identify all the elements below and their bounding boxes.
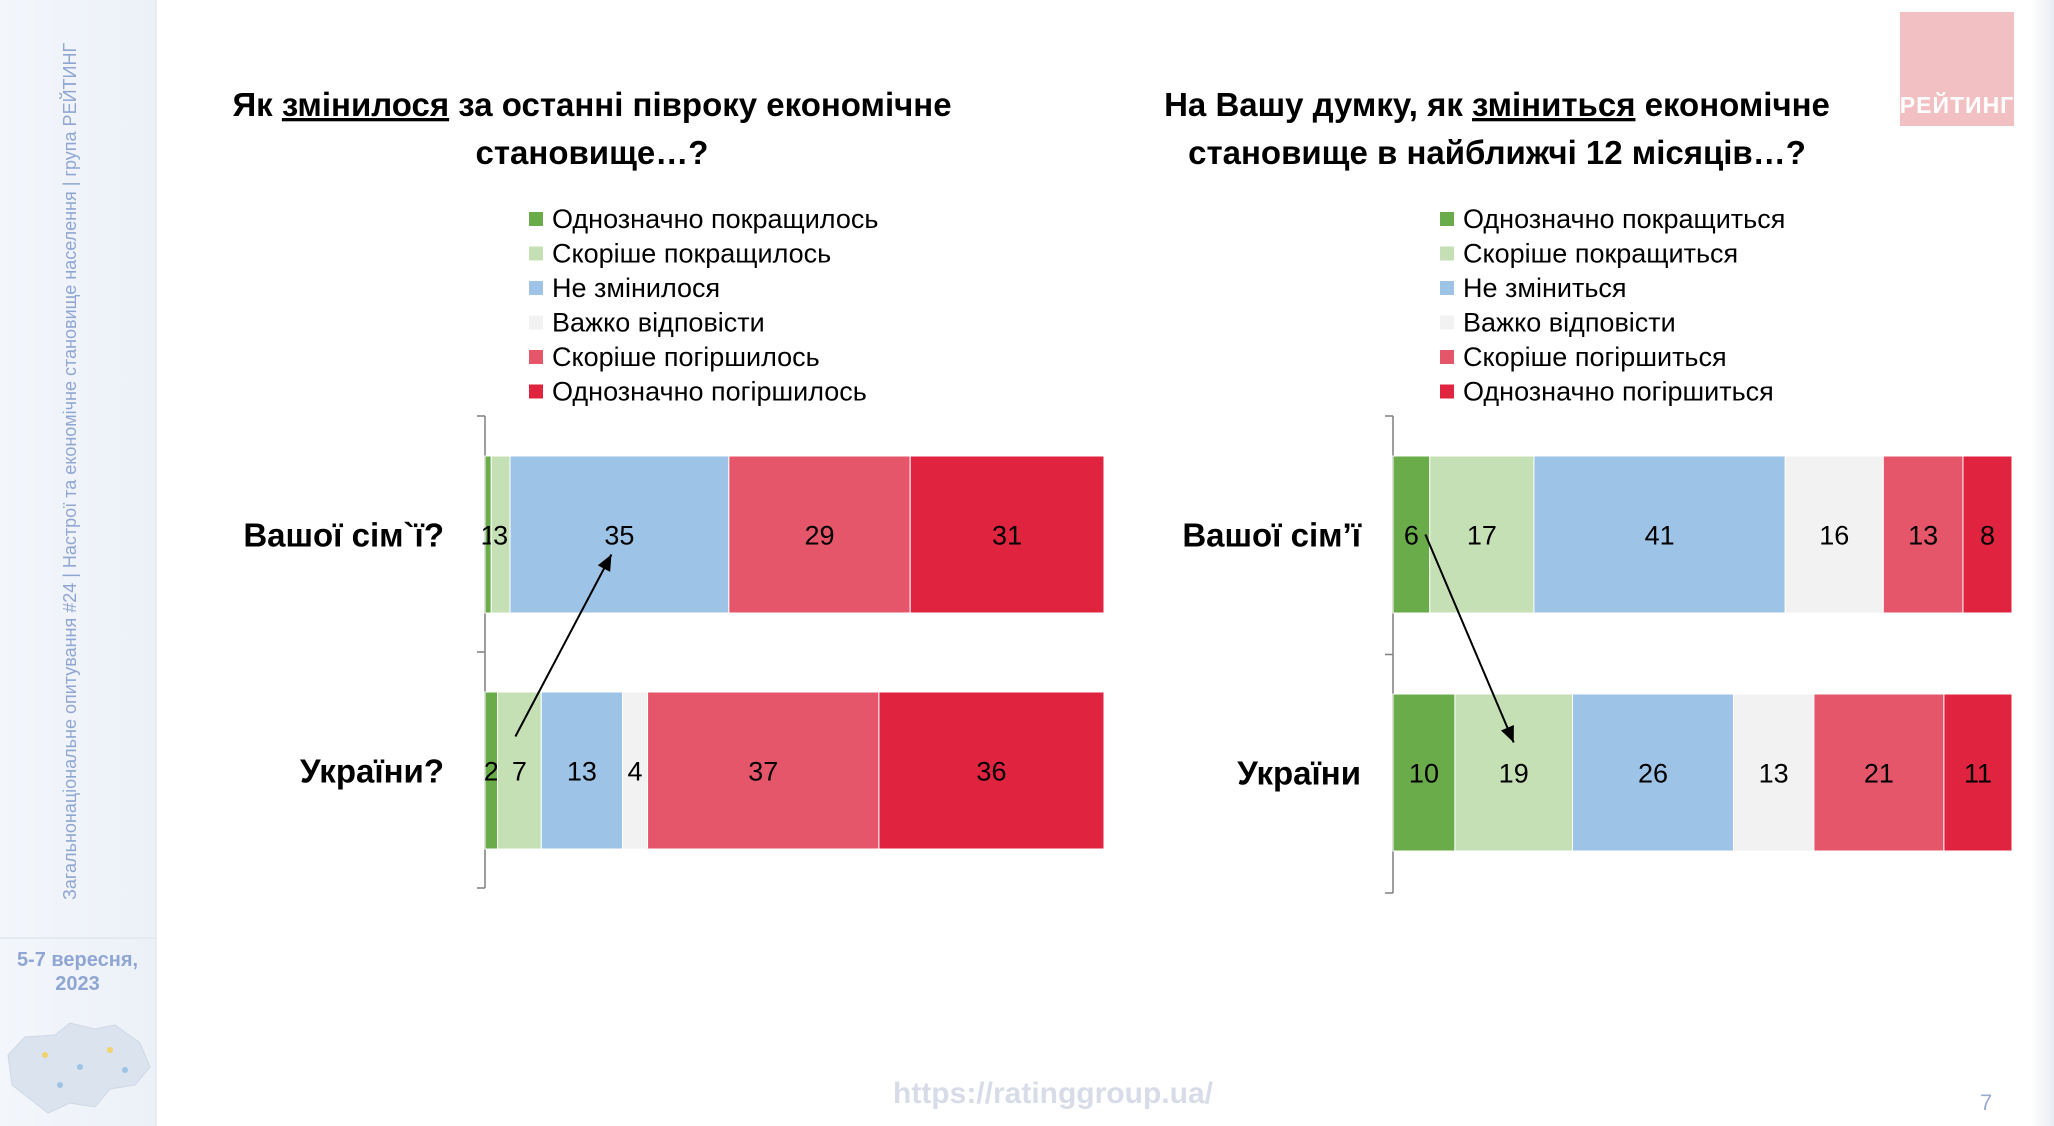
data-label-1-2: 26 <box>1638 759 1668 789</box>
chart-title-line1: На Вашу думку, як зміниться економічне <box>1164 86 1830 123</box>
chart-title-part-2: економічне <box>1635 86 1829 123</box>
bar-segment-0-4 <box>728 455 911 614</box>
rating-logo: РЕЙТИНГ <box>1900 12 2014 126</box>
bar-segment-0-5 <box>909 455 1105 614</box>
category-label-0: Вашої сім`ї? <box>243 517 444 554</box>
legend-swatch-2 <box>1440 281 1454 295</box>
sidebar: Загальнонаціональне опитування #24 | Нас… <box>0 0 157 1126</box>
data-label-1-0: 2 <box>484 757 499 787</box>
category-label-0: Вашої сім’ї <box>1182 517 1361 554</box>
data-label-1-3: 4 <box>628 757 643 787</box>
legend-swatch-4 <box>529 350 543 364</box>
bar-segment-1-3 <box>622 691 649 850</box>
legend-label-2: Не змінилося <box>552 273 720 303</box>
chart-title-part-0: На Вашу думку, як <box>1164 86 1472 123</box>
legend-label-0: Однозначно покращилось <box>552 204 878 234</box>
data-label-1-4: 21 <box>1864 759 1894 789</box>
chart-title-part-2: за останні півроку економічне <box>449 86 951 123</box>
legend-swatch-0 <box>529 212 543 226</box>
annotation-arrow-head <box>597 554 612 572</box>
bar-segment-0-0 <box>1392 455 1431 614</box>
bar-segment-0-3 <box>1784 455 1884 614</box>
sidebar-divider <box>0 937 155 939</box>
legend-swatch-3 <box>1440 315 1454 330</box>
legend-label-0: Однозначно покращиться <box>1463 204 1785 234</box>
bar-segment-1-5 <box>878 691 1105 850</box>
page-number: 7 <box>1980 1090 1993 1115</box>
category-label-1: України <box>1237 755 1361 792</box>
annotation-arrow-head <box>1501 725 1514 743</box>
legend-label-3: Важко відповісти <box>1463 308 1676 338</box>
chart-title-line1: Як змінилося за останні півроку економіч… <box>232 86 951 123</box>
bar-segment-1-4 <box>1813 693 1945 852</box>
legend-label-4: Скоріше погіршиться <box>1463 342 1727 372</box>
data-label-0-4: 13 <box>1908 521 1938 551</box>
data-label-1-2: 13 <box>567 757 597 787</box>
legend-label-5: Однозначно погіршиться <box>1463 377 1774 407</box>
data-label-0-1: 17 <box>1467 521 1497 551</box>
bar-segment-0-2 <box>1533 455 1786 614</box>
chart-title-part-1: зміниться <box>1472 86 1635 123</box>
legend-swatch-5 <box>529 384 543 399</box>
bar-segment-0-2 <box>509 455 730 614</box>
bar-segment-1-5 <box>1943 693 2013 852</box>
annotation-arrow-line <box>514 554 613 737</box>
chart-title-part-1: змінилося <box>282 86 449 123</box>
data-label-1-3: 13 <box>1759 759 1789 789</box>
logo-text: РЕЙТИНГ <box>1899 92 2015 118</box>
data-label-0-3: 16 <box>1819 521 1849 551</box>
data-label-1-1: 7 <box>512 757 527 787</box>
data-label-0-1: 3 <box>493 521 508 551</box>
annotation-arrow-line <box>1424 534 1515 743</box>
legend-label-1: Скоріше покращиться <box>1463 239 1738 269</box>
bar-segment-0-5 <box>1962 455 2013 614</box>
legend-swatch-3 <box>529 315 543 330</box>
survey-date: 5-7 вересня, 2023 <box>0 948 155 996</box>
legend-swatch-0 <box>1440 212 1454 226</box>
legend-swatch-1 <box>529 246 543 261</box>
data-label-1-5: 36 <box>976 757 1006 787</box>
data-label-0-5: 31 <box>992 521 1022 551</box>
ukraine-map-icon <box>7 1022 151 1114</box>
data-label-1-1: 19 <box>1499 759 1529 789</box>
legend-label-2: Не зміниться <box>1463 273 1627 303</box>
data-label-1-0: 10 <box>1409 759 1439 789</box>
legend-label-1: Скоріше покращилось <box>552 239 831 269</box>
chart-title-line2: становище…? <box>476 134 709 171</box>
data-label-0-2: 35 <box>604 521 634 551</box>
legend-swatch-4 <box>1440 350 1454 364</box>
bar-segment-1-3 <box>1732 693 1815 852</box>
survey-date-line2: 2023 <box>55 973 100 995</box>
category-label-1: України? <box>300 753 444 790</box>
data-label-1-4: 37 <box>748 757 778 787</box>
footer-url[interactable]: https://ratinggroup.ua/ <box>893 1077 1213 1110</box>
chart-title-part-0: Як <box>232 86 281 123</box>
right-edge-shadow <box>2030 0 2054 1126</box>
survey-date-line1: 5-7 вересня, <box>16 949 139 971</box>
bar-segment-1-2 <box>540 691 624 850</box>
legend-swatch-5 <box>1440 384 1454 399</box>
data-label-0-2: 41 <box>1645 521 1675 551</box>
data-label-0-5: 8 <box>1980 521 1995 551</box>
legend-label-4: Скоріше погіршилось <box>552 342 820 372</box>
data-label-0-4: 29 <box>804 521 834 551</box>
legend-swatch-2 <box>529 281 543 295</box>
data-label-0-0: 6 <box>1404 521 1419 551</box>
chart-title-line2: становище в найближчі 12 місяців…? <box>1188 134 1806 171</box>
legend-swatch-1 <box>1440 246 1454 261</box>
bar-segment-1-4 <box>647 691 880 850</box>
legend-label-5: Однозначно погіршилось <box>552 377 867 407</box>
data-label-1-5: 11 <box>1964 759 1992 789</box>
legend-label-3: Важко відповісти <box>552 308 765 338</box>
